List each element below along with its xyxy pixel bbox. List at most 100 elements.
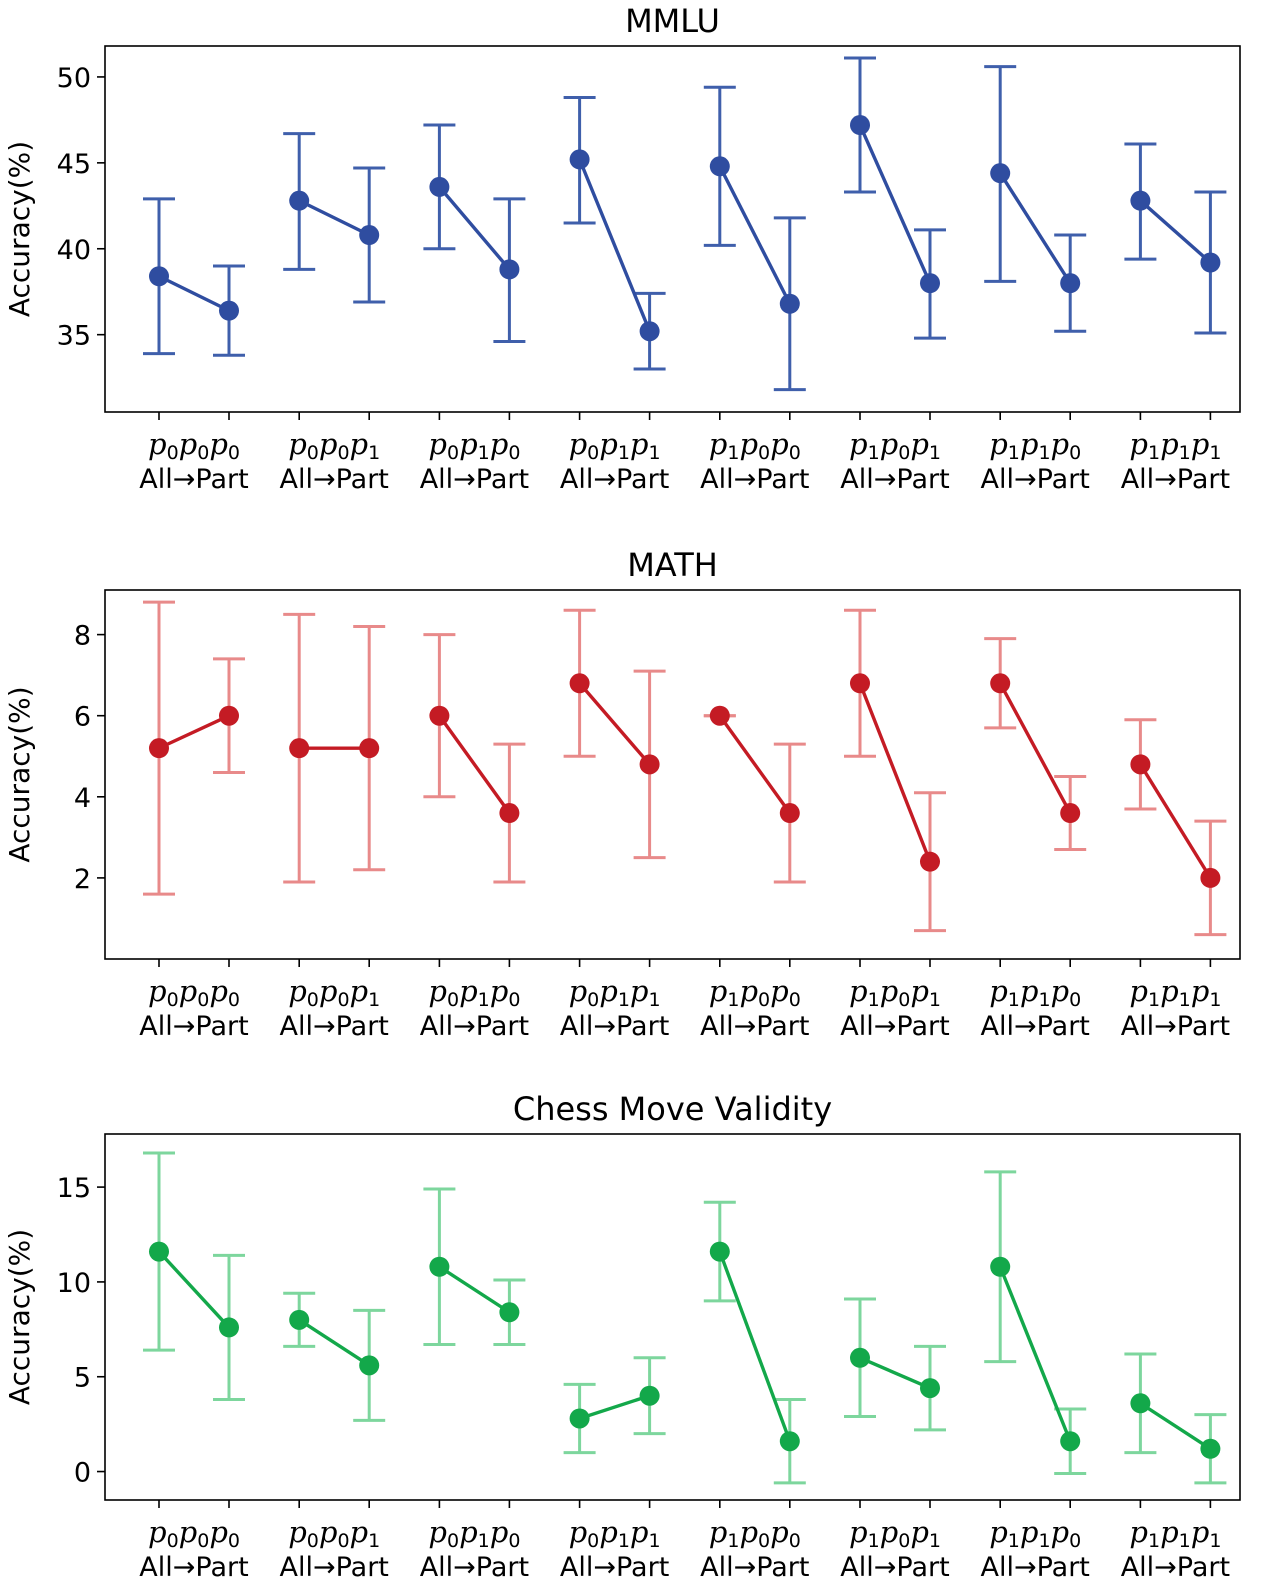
data-point-part bbox=[219, 705, 239, 726]
x-tick-label-direction: All→Part bbox=[1121, 464, 1230, 495]
x-tick-label-condition: p1p0p1 bbox=[849, 427, 941, 464]
y-tick-label: 45 bbox=[57, 149, 91, 180]
x-tick-label-condition: p0p0p0 bbox=[148, 427, 240, 464]
pair-line bbox=[998, 172, 1072, 285]
x-tick-label-condition: p1p0p0 bbox=[709, 427, 801, 464]
data-point-all bbox=[289, 738, 310, 759]
y-tick-label: 15 bbox=[57, 1173, 91, 1204]
data-point-part bbox=[920, 851, 940, 872]
plot-frame bbox=[104, 1133, 1241, 1501]
y-tick-label: 4 bbox=[74, 783, 91, 814]
pair-line bbox=[1138, 763, 1212, 879]
pair-line bbox=[578, 158, 652, 332]
data-point-all bbox=[429, 176, 450, 197]
pair-line bbox=[718, 1250, 792, 1442]
data-point-part bbox=[1060, 273, 1081, 294]
x-tick-label-condition: p1p1p0 bbox=[989, 427, 1081, 464]
data-point-all bbox=[1130, 190, 1151, 211]
pair-line bbox=[1139, 199, 1212, 264]
x-tick-label-condition: p0p0p1 bbox=[288, 1515, 380, 1552]
data-point-part bbox=[1200, 867, 1221, 888]
data-point-part bbox=[219, 300, 239, 321]
data-point-all bbox=[709, 705, 730, 726]
pair-line bbox=[298, 199, 370, 237]
y-tick-label: 0 bbox=[74, 1458, 91, 1489]
x-tick-label-condition: p0p0p1 bbox=[288, 974, 380, 1011]
y-tick-label: 40 bbox=[57, 235, 91, 266]
data-point-part bbox=[1060, 1431, 1081, 1452]
pair-line bbox=[579, 1394, 651, 1421]
x-tick-label-direction: All→Part bbox=[279, 464, 388, 495]
pair-line bbox=[858, 682, 932, 863]
data-point-part bbox=[1200, 252, 1221, 273]
y-tick-label: 5 bbox=[74, 1363, 91, 1394]
data-point-part bbox=[499, 1302, 520, 1323]
chart-panel-3: Chess Move Validity Accuracy(%) 0 5 10 15 p0p0… bbox=[3, 1090, 1241, 1583]
x-tick-label-direction: All→Part bbox=[1121, 1552, 1230, 1583]
data-point-all bbox=[429, 1256, 450, 1277]
x-tick-label-direction: All→Part bbox=[139, 1011, 248, 1042]
data-point-part bbox=[359, 225, 380, 246]
pair-line bbox=[859, 1356, 931, 1390]
data-point-part bbox=[499, 259, 520, 280]
x-tick-label-condition: p1p1p0 bbox=[989, 1515, 1081, 1552]
x-tick-label-condition: p1p0p1 bbox=[849, 1515, 941, 1552]
pair-line bbox=[718, 165, 792, 305]
y-tick-label: 35 bbox=[57, 321, 91, 352]
pair-line bbox=[1139, 1401, 1212, 1451]
x-tick-label-condition: p1p0p0 bbox=[709, 1515, 801, 1552]
data-point-all bbox=[850, 1347, 870, 1368]
pair-line bbox=[298, 1318, 371, 1367]
y-axis-label: Accuracy(%) bbox=[3, 141, 36, 317]
x-tick-label-direction: All→Part bbox=[980, 1552, 1089, 1583]
y-tick-label: 10 bbox=[57, 1268, 91, 1299]
x-tick-label-condition: p1p1p1 bbox=[1129, 974, 1221, 1011]
data-point-all bbox=[709, 156, 730, 177]
data-point-part bbox=[779, 293, 800, 314]
x-tick-label-direction: All→Part bbox=[420, 1552, 529, 1583]
data-point-all bbox=[429, 705, 450, 726]
x-tick-label-condition: p0p1p0 bbox=[428, 1515, 520, 1552]
data-point-part bbox=[219, 1317, 239, 1338]
data-point-part bbox=[1200, 1438, 1221, 1459]
x-tick-label-condition: p1p0p0 bbox=[709, 974, 801, 1011]
y-tick-label: 2 bbox=[74, 864, 91, 895]
data-point-all bbox=[289, 190, 310, 211]
chart-panel-2: MATHAccuracy(%)2468p0p0p0All→Partp0p0p1A… bbox=[3, 546, 1241, 1042]
data-point-all bbox=[990, 673, 1011, 694]
pair-line bbox=[438, 185, 511, 271]
y-tick-label: 50 bbox=[57, 63, 91, 94]
data-point-all bbox=[569, 673, 590, 694]
x-tick-label-condition: p0p0p0 bbox=[148, 974, 240, 1011]
x-tick-label-direction: All→Part bbox=[279, 1011, 388, 1042]
data-point-part bbox=[779, 803, 800, 824]
chart-title: MATH bbox=[627, 546, 718, 584]
data-point-part bbox=[499, 803, 520, 824]
x-tick-label-direction: All→Part bbox=[560, 464, 669, 495]
data-point-part bbox=[639, 321, 660, 342]
x-tick-label-direction: All→Part bbox=[980, 464, 1089, 495]
data-point-all bbox=[149, 266, 169, 287]
x-tick-label-direction: All→Part bbox=[700, 1011, 809, 1042]
data-point-part bbox=[639, 754, 660, 775]
data-point-all bbox=[850, 673, 870, 694]
pair-line bbox=[998, 1266, 1072, 1442]
y-axis-label: Accuracy(%) bbox=[3, 686, 36, 862]
x-tick-label-condition: p1p1p1 bbox=[1129, 1515, 1221, 1552]
data-point-all bbox=[149, 738, 169, 759]
x-tick-label-direction: All→Part bbox=[840, 1552, 949, 1583]
x-tick-label-condition: p0p1p1 bbox=[569, 1515, 661, 1552]
pair-line bbox=[998, 682, 1072, 814]
x-tick-label-direction: All→Part bbox=[840, 1011, 949, 1042]
data-point-all bbox=[569, 1408, 590, 1429]
x-tick-label-direction: All→Part bbox=[700, 464, 809, 495]
x-tick-label-condition: p1p0p1 bbox=[849, 974, 941, 1011]
x-tick-label-direction: All→Part bbox=[1121, 1011, 1230, 1042]
data-point-part bbox=[359, 1355, 380, 1376]
x-tick-label-condition: p0p0p0 bbox=[148, 1515, 240, 1552]
data-point-all bbox=[990, 1256, 1011, 1277]
chart-title: Chess Move Validity bbox=[513, 1090, 832, 1128]
y-tick-label: 6 bbox=[74, 702, 91, 733]
x-tick-label-direction: All→Part bbox=[279, 1552, 388, 1583]
